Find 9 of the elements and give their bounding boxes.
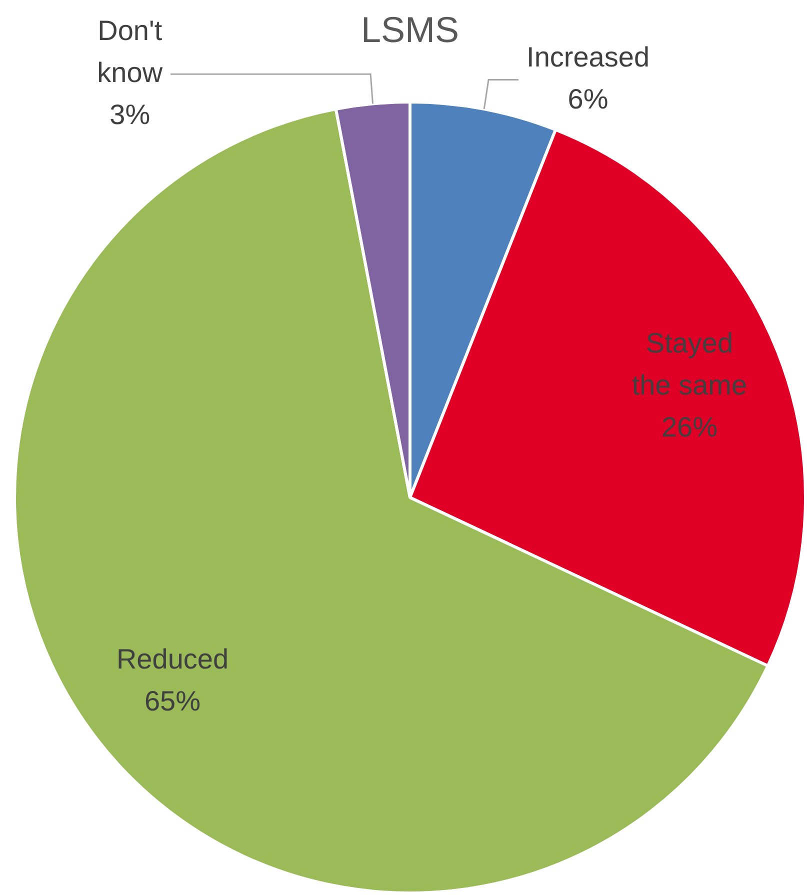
slice-label: Increased [526,41,650,72]
data-label: 26% [661,412,718,443]
slice-label: Stayed the same [632,328,748,401]
chart-title: LSMS [360,8,460,50]
data-label: 6% [568,83,608,114]
slice-label: Don't know [97,14,164,88]
data-label: 65% [144,685,201,716]
data-label: 3% [110,98,150,130]
slice-label: Reduced [116,643,229,674]
